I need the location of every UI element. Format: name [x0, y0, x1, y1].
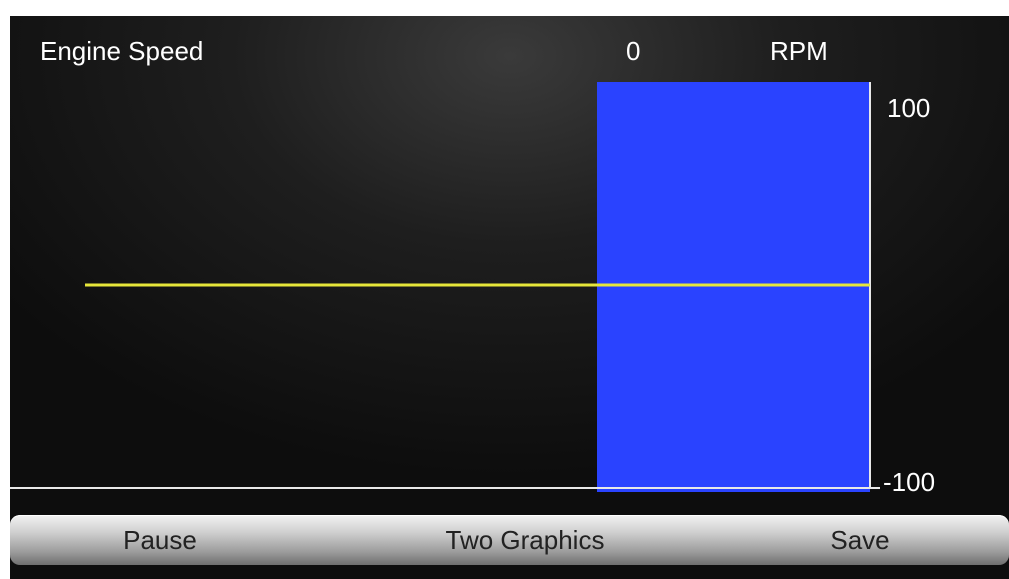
- live-graph: [10, 82, 880, 492]
- two-graphics-button[interactable]: Two Graphics: [445, 525, 605, 555]
- current-value-readout: 0: [626, 36, 641, 66]
- unit-label: RPM: [770, 36, 828, 66]
- live-data-screen: Engine Speed 0 RPM 100 -100 Pause Two Gr…: [10, 16, 1009, 579]
- pause-button[interactable]: Pause: [123, 525, 197, 555]
- parameter-title: Engine Speed: [40, 36, 204, 66]
- save-button[interactable]: Save: [830, 525, 890, 555]
- y-axis-max-label: 100: [887, 93, 931, 123]
- value-bar: [597, 82, 870, 492]
- bottom-toolbar: Pause Two Graphics Save: [10, 515, 1009, 565]
- y-axis-min-label: -100: [883, 467, 936, 497]
